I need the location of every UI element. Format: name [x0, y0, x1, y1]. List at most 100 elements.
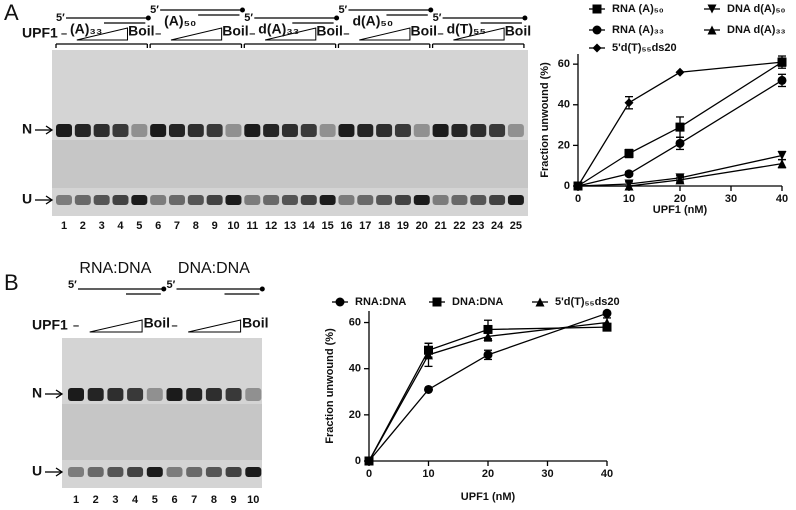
- marker: [364, 456, 374, 466]
- five-prime: 5′: [150, 4, 159, 16]
- gel-band: [470, 195, 487, 205]
- gel-band: [206, 195, 223, 205]
- x-axis-label: UPF1 (nM): [461, 491, 516, 503]
- strand-end: [522, 15, 528, 21]
- marker: [592, 4, 602, 14]
- five-prime: 5′: [338, 4, 347, 16]
- marker: [483, 331, 493, 341]
- legend-label: RNA:DNA: [355, 296, 406, 308]
- gel-band: [225, 195, 242, 205]
- boil-label: Boil: [505, 23, 531, 39]
- gel-band: [146, 388, 163, 401]
- gel-band: [93, 124, 110, 137]
- arrow-head: [55, 467, 64, 477]
- marker: [624, 169, 634, 179]
- boil-label: Boil: [316, 23, 342, 39]
- no-protein: –: [155, 28, 161, 40]
- marker: [424, 384, 433, 394]
- gel-band: [263, 124, 280, 137]
- marker: [675, 175, 685, 185]
- gel-band: [68, 388, 84, 401]
- marker: [483, 350, 493, 360]
- lane-number: 15: [321, 220, 333, 232]
- gel-band: [68, 467, 84, 477]
- x-tick-label: 0: [366, 468, 372, 480]
- gel-band: [338, 195, 355, 205]
- five-prime: 5′: [56, 12, 65, 24]
- legend-label: DNA:DNA: [452, 296, 503, 308]
- gel-band: [112, 195, 129, 205]
- y-axis-label: Fraction unwound (%): [324, 328, 336, 444]
- gel-band: [187, 195, 204, 205]
- gel-band: [93, 195, 110, 205]
- arrow-head: [45, 195, 54, 205]
- no-protein: –: [438, 28, 444, 40]
- lane-number: 4: [132, 494, 139, 506]
- legend-label: DNA d(A)₅₀: [727, 3, 786, 15]
- gel-band: [281, 195, 298, 205]
- gel-band: [131, 124, 148, 137]
- lane-number: 8: [193, 220, 199, 232]
- lane-number: 7: [191, 494, 197, 506]
- boil-label: Boil: [128, 23, 154, 39]
- lane-number: 9: [231, 494, 237, 506]
- x-tick-label: 0: [575, 193, 581, 205]
- panel-label: A: [4, 0, 19, 25]
- lane-number: 25: [510, 220, 522, 232]
- x-tick-label: 40: [776, 193, 788, 205]
- y-tick-label: 0: [355, 455, 361, 467]
- lane-number: 2: [93, 494, 99, 506]
- series-line: [577, 61, 783, 187]
- five-prime: 5′: [433, 12, 442, 24]
- marker: [624, 181, 634, 191]
- gel-band: [166, 388, 183, 401]
- gel-band: [225, 388, 242, 401]
- marker: [675, 138, 685, 148]
- gel-smear: [52, 140, 528, 188]
- y-tick-label: 60: [349, 316, 361, 328]
- lane-number: 6: [155, 220, 161, 232]
- marker: [707, 4, 717, 14]
- gel-band: [56, 195, 72, 205]
- series-line: [368, 312, 608, 462]
- wedge: [170, 27, 223, 41]
- gel-band: [186, 388, 203, 401]
- y-tick-label: 40: [349, 363, 361, 375]
- substrate-label: (A)₅₀: [164, 13, 196, 29]
- lane-number: 7: [174, 220, 180, 232]
- lane-number: 21: [434, 220, 446, 232]
- gel-band: [87, 467, 104, 477]
- gel-band: [187, 124, 204, 137]
- marker: [602, 308, 612, 318]
- gel-band: [166, 467, 183, 477]
- boil-label: Boil: [242, 315, 268, 331]
- lane-number: 11: [246, 220, 258, 232]
- marker: [624, 149, 634, 159]
- wedge: [76, 27, 128, 41]
- x-tick-label: 20: [674, 193, 686, 205]
- marker: [483, 324, 493, 334]
- marker: [592, 43, 602, 53]
- lane-number: 14: [303, 220, 316, 232]
- marker: [675, 67, 685, 77]
- marker: [624, 98, 634, 108]
- gel-band: [205, 388, 222, 401]
- y-tick-label: 60: [558, 58, 570, 70]
- lane-number: 19: [397, 220, 409, 232]
- gel-band: [168, 195, 185, 205]
- y-tick-label: 40: [558, 99, 570, 111]
- substrate-label: DNA:DNA: [178, 260, 250, 277]
- legend-label: 5'd(T)₅₅ds20: [612, 42, 677, 54]
- lane-number: 10: [227, 220, 239, 232]
- lane-number: 8: [211, 494, 217, 506]
- strand-end: [161, 286, 167, 292]
- arrow-head: [45, 125, 54, 135]
- marker: [777, 75, 787, 85]
- gel-band: [225, 124, 242, 137]
- lane-number: 17: [359, 220, 371, 232]
- gel-band: [413, 124, 430, 137]
- no-protein: –: [171, 320, 177, 332]
- gel-band: [432, 195, 449, 205]
- lane-number: 2: [80, 220, 86, 232]
